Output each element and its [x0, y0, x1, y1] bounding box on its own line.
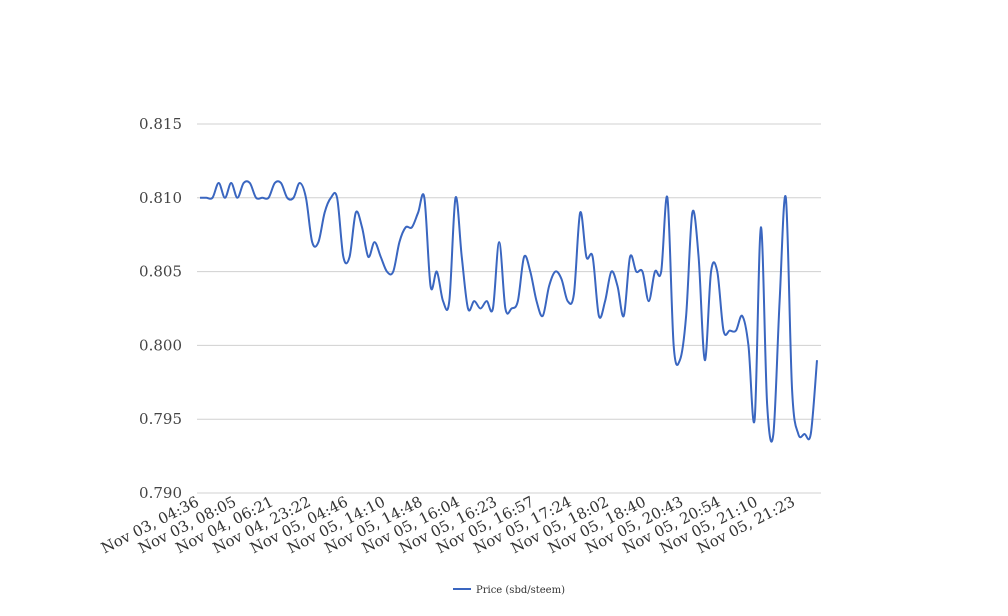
data-point: [645, 297, 653, 305]
data-point: [277, 179, 285, 187]
data-point: [576, 209, 584, 217]
data-point: [346, 253, 354, 261]
data-point: [233, 194, 241, 202]
data-point: [688, 209, 696, 217]
data-point: [221, 194, 229, 202]
data-point: [364, 253, 372, 261]
data-point: [638, 268, 646, 276]
data-point: [676, 356, 684, 364]
data-point: [246, 179, 254, 187]
data-point: [208, 194, 216, 202]
data-point: [420, 194, 428, 202]
data-point: [738, 312, 746, 320]
data-point: [701, 356, 709, 364]
data-point: [807, 430, 815, 438]
data-point: [607, 268, 615, 276]
data-point: [489, 305, 497, 313]
data-point: [476, 305, 484, 313]
data-point: [769, 430, 777, 438]
data-point: [545, 282, 553, 290]
legend: Price (sbd/steem): [453, 585, 565, 596]
data-point: [557, 275, 565, 283]
data-point: [289, 194, 297, 202]
y-axis-tick-labels: 0.815 0.810 0.805 0.800 0.795 0.790: [139, 115, 182, 502]
data-point: [657, 268, 665, 276]
data-point: [470, 297, 478, 305]
data-point: [371, 238, 379, 246]
data-point: [601, 297, 609, 305]
data-point: [713, 268, 721, 276]
y-tick-label: 0.790: [139, 484, 182, 502]
data-point: [395, 238, 403, 246]
data-point: [626, 253, 634, 261]
data-point: [695, 253, 703, 261]
y-tick-label: 0.815: [139, 115, 182, 133]
y-tick-label: 0.795: [139, 410, 182, 428]
data-point: [265, 194, 273, 202]
data-point: [732, 327, 740, 335]
data-point: [813, 356, 821, 364]
data-point: [614, 282, 622, 290]
y-tick-label: 0.810: [139, 189, 182, 207]
data-point: [526, 268, 534, 276]
data-point: [564, 297, 572, 305]
data-point: [433, 268, 441, 276]
data-point: [333, 194, 341, 202]
data-point: [757, 223, 765, 231]
data-point: [570, 290, 578, 298]
data-point: [551, 268, 559, 276]
data-point: [321, 209, 329, 217]
data-point: [520, 253, 528, 261]
data-point: [495, 238, 503, 246]
data-point: [595, 312, 603, 320]
data-point: [427, 282, 435, 290]
series-line-price: [200, 180, 818, 443]
data-point: [751, 415, 759, 423]
data-point: [389, 268, 397, 276]
data-point: [670, 341, 678, 349]
data-point: [589, 253, 597, 261]
data-point: [663, 194, 671, 202]
data-point: [776, 297, 784, 305]
data-point: [445, 297, 453, 305]
data-point: [763, 400, 771, 408]
data-point: [788, 386, 796, 394]
data-point: [215, 179, 223, 187]
data-point: [533, 297, 541, 305]
data-point: [464, 305, 472, 313]
data-point: [352, 209, 360, 217]
data-point: [408, 223, 416, 231]
data-point: [682, 312, 690, 320]
data-point: [458, 253, 466, 261]
data-point: [358, 223, 366, 231]
data-point: [377, 253, 385, 261]
data-point: [744, 341, 752, 349]
y-tick-label: 0.805: [139, 263, 182, 281]
data-point: [314, 238, 322, 246]
data-point: [782, 194, 790, 202]
data-point: [414, 209, 422, 217]
data-point: [620, 312, 628, 320]
data-point: [296, 179, 304, 187]
gridlines: [197, 123, 821, 494]
y-tick-label: 0.800: [139, 336, 182, 354]
data-point: [302, 194, 310, 202]
data-point: [514, 297, 522, 305]
data-point: [539, 312, 547, 320]
data-point: [227, 179, 235, 187]
legend-label-price: Price (sbd/steem): [476, 585, 565, 596]
data-point: [452, 194, 460, 202]
data-point: [483, 297, 491, 305]
data-point: [508, 305, 516, 313]
series-lines: [200, 179, 821, 443]
